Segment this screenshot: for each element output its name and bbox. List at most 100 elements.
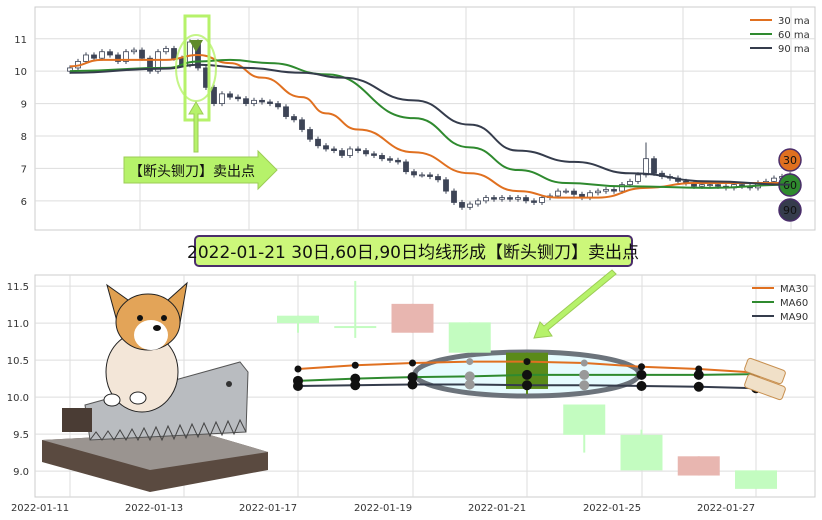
signal-banner: 2022-01-21 30日,60日,90日均线形成【断头铡刀】卖出点 bbox=[187, 235, 639, 267]
ma90-point bbox=[293, 381, 303, 391]
candle bbox=[291, 116, 297, 121]
candle bbox=[99, 51, 105, 59]
candle bbox=[334, 326, 377, 329]
end-badge-label: 90 bbox=[783, 204, 797, 217]
candle bbox=[243, 98, 249, 104]
dog-eye bbox=[137, 315, 143, 321]
candle bbox=[171, 48, 177, 59]
candle bbox=[219, 93, 225, 104]
legend-label: MA60 bbox=[780, 298, 808, 309]
x-tick-label: 2022-01-25 bbox=[583, 503, 641, 514]
candle bbox=[371, 153, 377, 156]
y-tick-label: 10.0 bbox=[7, 393, 29, 404]
candle bbox=[443, 179, 449, 192]
candle bbox=[499, 197, 505, 200]
candle bbox=[699, 184, 705, 187]
y-tick-label: 11.0 bbox=[7, 319, 29, 330]
x-tick-label: 2022-01-27 bbox=[697, 503, 755, 514]
candle bbox=[163, 48, 169, 53]
candle bbox=[619, 184, 625, 192]
candle bbox=[435, 176, 441, 181]
candle bbox=[235, 96, 241, 100]
candle bbox=[515, 197, 521, 200]
candle bbox=[115, 54, 121, 62]
ma-line-3 bbox=[69, 63, 791, 186]
candle bbox=[715, 184, 721, 187]
candle bbox=[379, 155, 385, 160]
candle bbox=[735, 470, 777, 489]
candle bbox=[323, 145, 329, 150]
candle bbox=[627, 180, 633, 186]
dog-paw bbox=[103, 393, 121, 407]
candle bbox=[147, 57, 153, 72]
ma60-point bbox=[464, 371, 475, 382]
candle bbox=[467, 203, 473, 208]
legend-label: MA90 bbox=[780, 312, 808, 323]
candle bbox=[123, 51, 129, 62]
saw-hole bbox=[226, 381, 232, 387]
legend-label: 60 ma bbox=[778, 30, 810, 41]
legend-label: MA30 bbox=[780, 284, 808, 295]
x-tick-label: 2022-01-11 bbox=[11, 503, 69, 514]
y-tick-label: 8 bbox=[21, 132, 27, 143]
candle bbox=[339, 150, 345, 156]
x-tick-label: 2022-01-19 bbox=[354, 503, 412, 514]
ma-line-2 bbox=[69, 58, 791, 189]
ma30-point bbox=[638, 363, 645, 371]
candle bbox=[651, 158, 657, 174]
ma60-point bbox=[693, 369, 704, 380]
ma90-point bbox=[579, 380, 590, 391]
candle bbox=[620, 434, 663, 471]
x-tick-label: 2022-01-17 bbox=[239, 503, 297, 514]
pointer-arrow-icon bbox=[533, 269, 617, 339]
x-tick-label: 2022-01-13 bbox=[125, 503, 183, 514]
plot-area bbox=[34, 6, 816, 231]
candle bbox=[387, 158, 393, 161]
candle bbox=[267, 101, 273, 104]
y-tick-label: 11.5 bbox=[7, 282, 29, 293]
candle bbox=[315, 138, 321, 147]
candle bbox=[448, 322, 491, 353]
candle bbox=[91, 54, 97, 59]
candle bbox=[107, 51, 113, 56]
y-tick-label: 10.5 bbox=[7, 356, 29, 367]
ma90-point bbox=[350, 380, 361, 391]
ma60-point bbox=[636, 369, 647, 380]
guillotine-base-top bbox=[42, 432, 268, 470]
candle bbox=[571, 190, 577, 195]
dog-face bbox=[134, 320, 168, 350]
ma60-point bbox=[579, 369, 590, 380]
y-tick-label: 9 bbox=[21, 100, 27, 111]
ma90-point bbox=[522, 380, 532, 391]
candle bbox=[391, 303, 434, 333]
candle bbox=[563, 404, 606, 435]
saw-handle bbox=[62, 408, 92, 432]
ma30-point bbox=[351, 361, 359, 369]
candle bbox=[211, 86, 217, 104]
y-tick-label: 6 bbox=[21, 197, 27, 208]
tag-icon bbox=[744, 357, 786, 385]
ma90-point bbox=[464, 379, 475, 390]
ma90-point bbox=[693, 381, 704, 392]
candle bbox=[643, 158, 649, 176]
y-tick-label: 7 bbox=[21, 164, 27, 175]
candle bbox=[155, 51, 161, 72]
dog-eye bbox=[161, 315, 167, 321]
candle bbox=[539, 197, 545, 203]
candle bbox=[347, 148, 353, 156]
x-tick-label: 2022-01-21 bbox=[468, 503, 526, 514]
ma60-point bbox=[407, 372, 418, 383]
candle bbox=[595, 190, 601, 194]
candle bbox=[475, 200, 481, 205]
end-badge bbox=[778, 148, 802, 172]
ma90-point bbox=[636, 381, 647, 391]
annotation-label: 【断头铡刀】卖出点 bbox=[129, 164, 255, 180]
candle bbox=[139, 49, 145, 59]
candle bbox=[363, 150, 369, 155]
candle bbox=[403, 161, 409, 173]
candle bbox=[331, 148, 337, 151]
candle bbox=[275, 103, 281, 108]
